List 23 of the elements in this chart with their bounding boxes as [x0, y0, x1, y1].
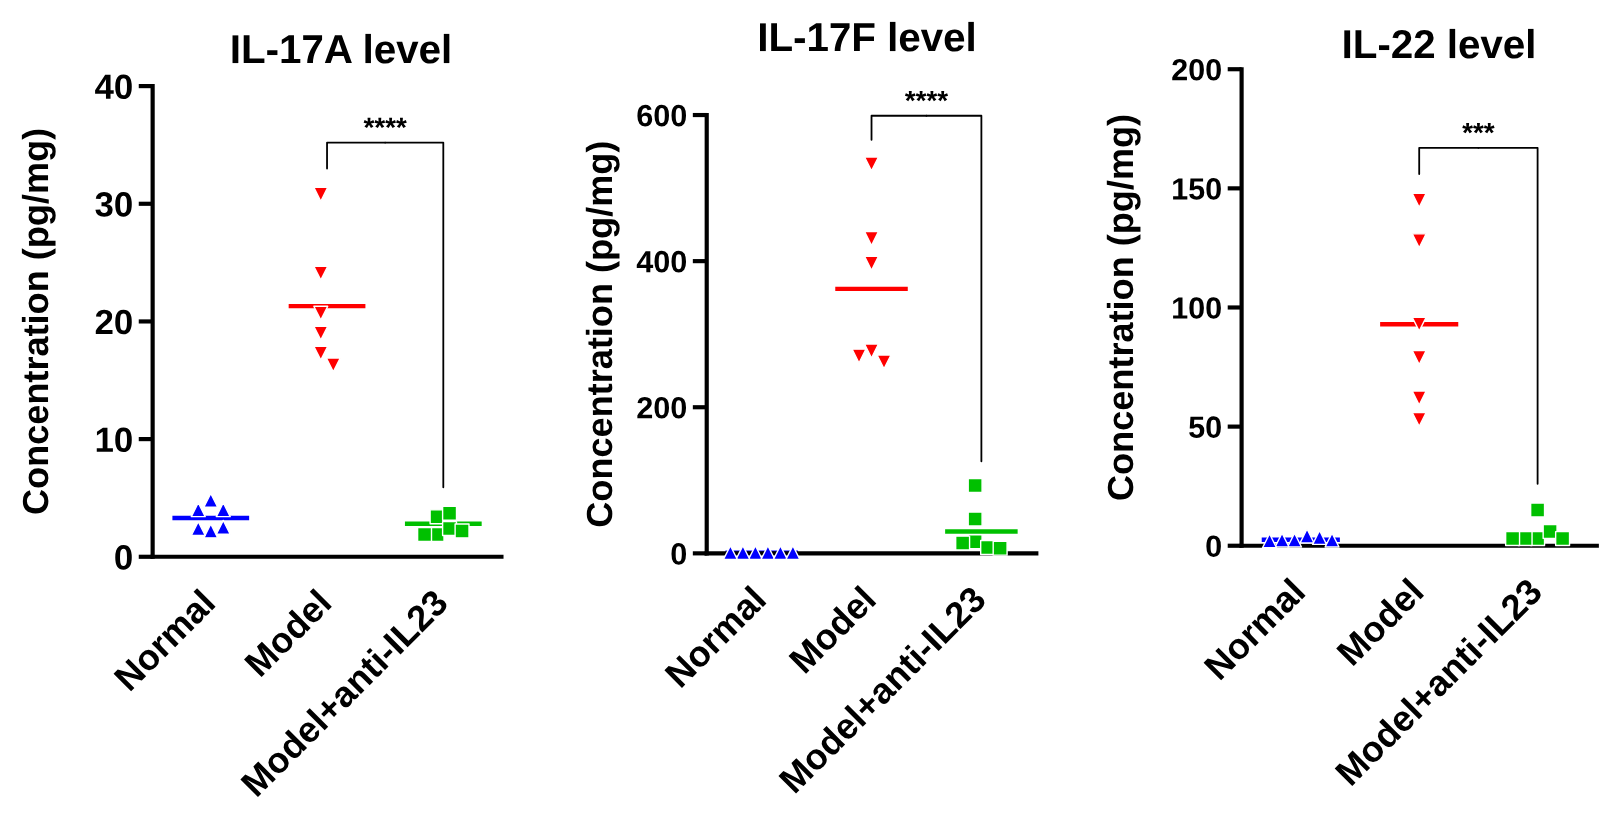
y-tick-label: 200	[1172, 58, 1221, 81]
y-tick-label: 50	[1189, 416, 1221, 438]
chart-title: IL-17A level	[232, 33, 450, 64]
chart-title: IL-17F level	[760, 21, 974, 52]
y-tick-label: 0	[1206, 535, 1221, 558]
annotation: ***	[1462, 122, 1495, 134]
y-tick-label: 30	[95, 192, 132, 217]
y-tick-label: 600	[637, 104, 687, 127]
text: ****	[904, 90, 949, 102]
y-tick-label: 0	[671, 543, 687, 565]
y-tick-label: 100	[1173, 297, 1221, 319]
y-tick-label: 40	[95, 74, 132, 100]
y-tick-label: 200	[637, 396, 687, 419]
y-tick-label: 20	[95, 309, 132, 335]
y-axis-title: Concentration (pg/mg)	[1106, 115, 1141, 500]
chart-title: IL-22 level	[1344, 28, 1534, 59]
y-tick-label: 150	[1173, 178, 1221, 200]
y-tick-label: 10	[96, 427, 132, 453]
annotation: ****	[363, 117, 407, 129]
y-tick-label: 400	[636, 250, 687, 273]
y-tick-label: 0	[115, 545, 132, 570]
y-axis-title: Concentration (pg/mg)	[585, 142, 620, 527]
y-axis-title: Concentration (pg/mg)	[21, 129, 56, 514]
